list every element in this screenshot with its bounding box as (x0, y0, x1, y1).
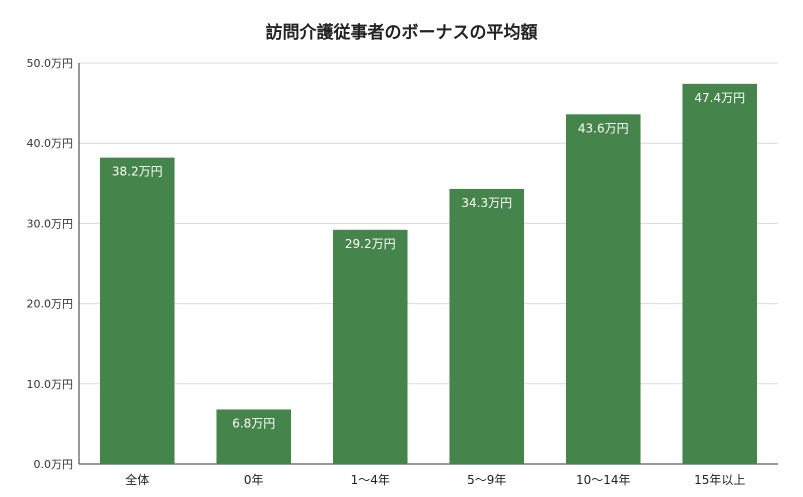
y-tick-label: 40.0万円 (27, 137, 74, 150)
x-tick-label: 10〜14年 (576, 473, 631, 487)
x-tick-label: 5〜9年 (467, 473, 506, 487)
y-tick-label: 50.0万円 (27, 57, 74, 70)
data-label: 29.2万円 (345, 237, 396, 251)
data-label: 38.2万円 (112, 165, 163, 179)
bar (332, 229, 408, 464)
data-label: 34.3万円 (461, 196, 512, 210)
x-tick-label: 15年以上 (694, 473, 745, 487)
bar (216, 409, 292, 464)
y-axis: 0.0万円 10.0万円 20.0万円 30.0万円 40.0万円 50.0万円 (27, 57, 778, 471)
bar (682, 83, 758, 465)
chart-title: 訪問介護従事者のボーナスの平均額 (265, 23, 538, 43)
y-tick-label: 10.0万円 (27, 378, 74, 391)
y-tick-label: 0.0万円 (34, 458, 74, 471)
bar (99, 157, 175, 465)
data-label: 43.6万円 (578, 121, 629, 135)
bar (565, 114, 641, 464)
x-tick-label: 1〜4年 (351, 473, 390, 487)
data-label: 6.8万円 (232, 416, 275, 430)
gridlines (79, 62, 778, 385)
y-tick-label: 30.0万円 (27, 217, 74, 230)
x-tick-label: 全体 (125, 472, 149, 487)
bars (99, 83, 758, 465)
data-label: 47.4万円 (694, 91, 745, 105)
bar (449, 188, 525, 464)
y-tick-label: 20.0万円 (27, 298, 74, 311)
x-tick-label: 0年 (244, 473, 264, 487)
